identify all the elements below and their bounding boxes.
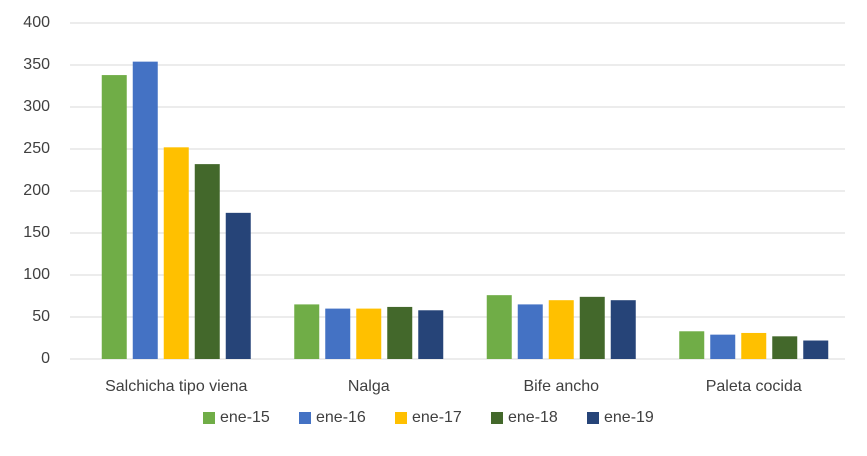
legend-swatch	[491, 412, 503, 424]
bar	[194, 164, 220, 359]
bar	[517, 304, 543, 359]
bar	[710, 334, 736, 359]
bar	[356, 308, 382, 359]
y-tick-label: 0	[41, 350, 50, 367]
y-tick-label: 300	[23, 98, 50, 115]
legend-swatch	[203, 412, 215, 424]
bar	[610, 300, 636, 359]
bar	[225, 212, 251, 359]
bar	[486, 295, 512, 359]
y-tick-label: 150	[23, 224, 50, 241]
legend-label: ene-16	[316, 409, 366, 426]
bar	[101, 75, 127, 359]
legend-label: ene-18	[508, 409, 558, 426]
y-tick-label: 50	[32, 308, 50, 325]
y-tick-label: 100	[23, 266, 50, 283]
bar	[548, 300, 574, 359]
y-tick-label: 350	[23, 56, 50, 73]
bar	[803, 340, 829, 359]
legend-swatch	[299, 412, 311, 424]
legend-swatch	[587, 412, 599, 424]
legend-swatch	[395, 412, 407, 424]
bar	[772, 336, 798, 359]
x-tick-label: Paleta cocida	[706, 378, 802, 395]
y-tick-label: 250	[23, 140, 50, 157]
x-tick-label: Nalga	[348, 378, 390, 395]
bar	[679, 331, 705, 359]
x-tick-label: Bife ancho	[523, 378, 599, 395]
bar	[325, 308, 351, 359]
y-tick-label: 200	[23, 182, 50, 199]
bar	[579, 296, 605, 359]
bar	[294, 304, 320, 359]
legend-label: ene-19	[604, 409, 654, 426]
bar	[163, 147, 189, 359]
y-tick-label: 400	[23, 14, 50, 31]
legend-label: ene-17	[412, 409, 462, 426]
bar	[387, 306, 413, 359]
bar	[741, 332, 767, 359]
bar	[132, 61, 158, 359]
x-tick-label: Salchicha tipo viena	[105, 378, 247, 395]
legend-label: ene-15	[220, 409, 270, 426]
bar	[418, 310, 444, 359]
